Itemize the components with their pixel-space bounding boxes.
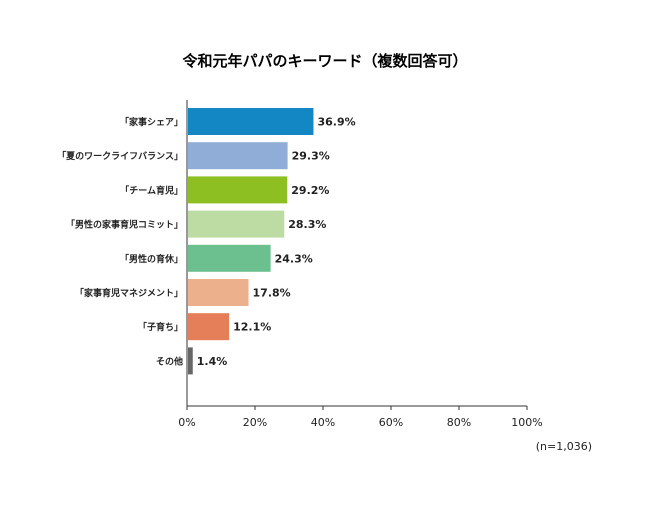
x-tick-label: 40% <box>311 416 335 429</box>
x-tick-label: 80% <box>447 416 471 429</box>
category-label: 「家事育児マネジメント」 <box>75 287 183 299</box>
x-tick-label: 20% <box>243 416 267 429</box>
category-label: 「子育ち」 <box>138 321 183 333</box>
value-label: 28.3% <box>288 218 326 231</box>
category-label: 「チーム育児」 <box>120 184 183 196</box>
category-label: 「男性の家事育児コミット」 <box>66 219 183 231</box>
bar <box>188 313 230 341</box>
bar <box>188 176 288 204</box>
chart-title: 令和元年パパのキーワード（複数回答可） <box>182 52 467 70</box>
bar <box>188 347 193 375</box>
bar <box>188 142 288 170</box>
value-label: 12.1% <box>233 321 271 334</box>
x-axis: 0% 20% 40% 60% 80% 100% <box>178 100 543 429</box>
bar <box>188 279 249 306</box>
value-label: 29.2% <box>291 184 329 197</box>
bar <box>188 210 285 238</box>
value-label: 1.4% <box>197 355 228 368</box>
value-label: 24.3% <box>275 252 313 265</box>
value-label: 29.3% <box>292 150 330 163</box>
x-tick-label: 60% <box>379 416 403 429</box>
x-tick-label: 0% <box>178 416 195 429</box>
bar <box>188 108 314 135</box>
bars-group: 「家事シェア」 36.9% 「夏のワークライフバランス」 29.3% 「チーム育児」 29… <box>57 108 356 375</box>
bar <box>188 244 271 272</box>
category-label: その他 <box>156 355 183 367</box>
value-label: 36.9% <box>317 116 355 129</box>
value-label: 17.8% <box>253 287 291 300</box>
category-label: 「夏のワークライフバランス」 <box>57 150 183 162</box>
sample-size-note: (n=1,036) <box>536 440 592 453</box>
category-label: 「家事シェア」 <box>120 116 183 128</box>
x-tick-label: 100% <box>511 416 542 429</box>
category-label: 「男性の育休」 <box>120 253 183 265</box>
